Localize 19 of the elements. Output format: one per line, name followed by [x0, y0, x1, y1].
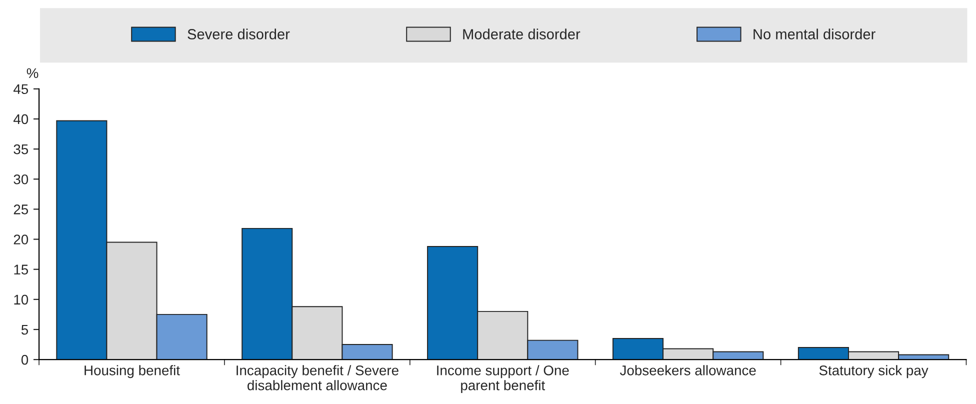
x-tick-label: Jobseekers allowance [620, 365, 756, 376]
y-tick-label: 15 [14, 264, 28, 275]
legend-label: No mental disorder [754, 28, 876, 40]
legend-label: Moderate disorder [463, 28, 580, 40]
y-tick-label: 40 [13, 114, 28, 124]
y-tick-label: 5 [21, 324, 28, 335]
y-tick-label: 45 [13, 84, 28, 94]
y-tick-label: 10 [14, 294, 28, 305]
y-tick-label: 25 [14, 204, 28, 214]
y-tick-label: 0 [21, 354, 28, 365]
y-tick-label: 20 [14, 234, 28, 244]
x-tick-label: Incapacity benefit / Severe disablement allowance [236, 365, 398, 390]
x-tick-label: Statutory sick pay [819, 365, 928, 378]
y-tick-label: 30 [14, 174, 28, 184]
x-tick-label: Income support / One parent benefit [437, 365, 569, 394]
x-tick-label: Housing benefit [84, 365, 180, 378]
y-axis-title: % [26, 68, 38, 78]
legend-label: Severe disorder [188, 28, 290, 40]
y-tick-label: 35 [14, 144, 28, 154]
